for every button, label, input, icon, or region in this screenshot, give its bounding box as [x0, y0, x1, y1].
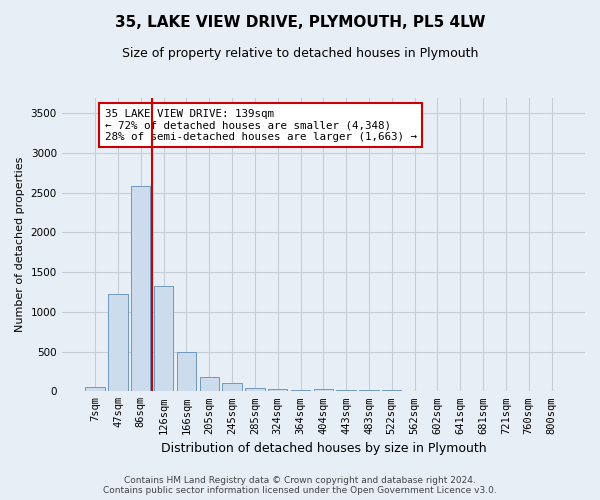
- Bar: [291, 390, 310, 392]
- Bar: [85, 387, 105, 392]
- Text: 35, LAKE VIEW DRIVE, PLYMOUTH, PL5 4LW: 35, LAKE VIEW DRIVE, PLYMOUTH, PL5 4LW: [115, 15, 485, 30]
- Bar: [108, 294, 128, 392]
- Bar: [337, 390, 356, 392]
- Bar: [382, 390, 401, 392]
- Bar: [359, 390, 379, 392]
- Text: 35 LAKE VIEW DRIVE: 139sqm
← 72% of detached houses are smaller (4,348)
28% of s: 35 LAKE VIEW DRIVE: 139sqm ← 72% of deta…: [105, 108, 417, 142]
- Text: Contains HM Land Registry data © Crown copyright and database right 2024.
Contai: Contains HM Land Registry data © Crown c…: [103, 476, 497, 495]
- X-axis label: Distribution of detached houses by size in Plymouth: Distribution of detached houses by size …: [161, 442, 486, 455]
- Bar: [200, 376, 219, 392]
- Text: Size of property relative to detached houses in Plymouth: Size of property relative to detached ho…: [122, 48, 478, 60]
- Bar: [177, 352, 196, 392]
- Bar: [245, 388, 265, 392]
- Bar: [223, 382, 242, 392]
- Bar: [131, 186, 151, 392]
- Bar: [268, 389, 287, 392]
- Bar: [405, 390, 424, 392]
- Bar: [314, 389, 333, 392]
- Y-axis label: Number of detached properties: Number of detached properties: [15, 156, 25, 332]
- Bar: [154, 286, 173, 392]
